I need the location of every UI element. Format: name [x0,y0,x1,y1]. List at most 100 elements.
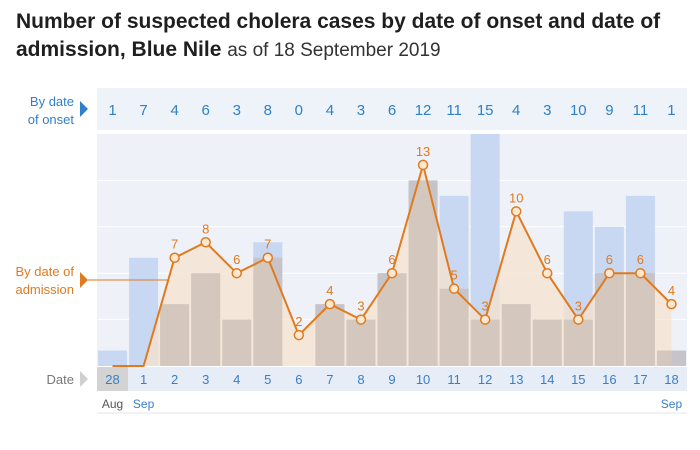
onset-value-label: 6 [388,102,396,119]
admission-point [479,314,491,325]
admission-value-label: 8 [202,221,209,236]
chart-title: Number of suspected cholera cases by dat… [16,8,686,65]
admission-value-label: 3 [482,299,489,314]
date-tick-label: 3 [202,372,209,387]
admission-row-label-line2: admission [15,282,74,297]
onset-value-label: 11 [633,102,649,119]
onset-value-label: 12 [415,102,432,119]
onset-value-label: 9 [605,102,613,119]
date-tick-label: 18 [664,372,678,387]
admission-overlap-bar [346,319,376,366]
admission-point [448,283,460,294]
month-label: Aug [102,397,123,411]
admission-overlap-bar [191,273,221,366]
onset-arrow-icon [80,101,88,117]
date-tick-label: 2 [171,372,178,387]
onset-value-label: 3 [543,102,551,119]
onset-value-label: 4 [512,102,520,119]
date-tick-label: 11 [447,372,461,387]
date-row-band [97,367,687,391]
admission-point [635,267,646,279]
onset-value-label: 11 [446,102,462,119]
admission-value-label: 4 [326,283,333,298]
onset-value-label: 6 [202,102,210,119]
date-tick-label: 5 [264,372,271,387]
date-tick-label: 12 [478,372,492,387]
admission-point [542,267,553,279]
month-label: Sep [661,397,683,411]
onset-value-label: 8 [264,102,272,119]
admission-point [231,267,242,279]
admission-value-label: 6 [544,252,551,267]
admission-point [169,252,180,263]
admission-overlap-bar [501,304,531,366]
admission-point [604,267,615,279]
date-tick-label: 8 [357,372,364,387]
date-row-label: Date [47,372,74,387]
admission-value-label: 3 [357,299,364,314]
admission-overlap-bar [160,304,190,366]
onset-value-label: 10 [570,102,587,119]
title-main: Number of suspected cholera cases by dat… [16,10,661,61]
onset-row-label-line2: of onset [28,112,75,127]
onset-value-label: 4 [326,102,334,119]
admission-point [200,237,211,248]
admission-value-label: 3 [575,299,582,314]
date-tick-label: 9 [388,372,395,387]
admission-point [417,159,429,171]
admission-point [262,252,274,263]
title-sub: as of 18 September 2019 [227,40,441,61]
admission-overlap-bar [439,288,469,366]
admission-value-label: 6 [233,252,240,267]
first-date-highlight [97,367,128,391]
date-tick-label: 17 [633,372,647,387]
onset-value-label: 4 [170,102,178,119]
month-label: Sep [133,397,155,411]
date-tick-label: 15 [571,372,585,387]
date-arrow-icon [80,371,88,387]
onset-value-label: 1 [108,102,116,119]
admission-area [112,164,672,366]
admission-value-label: 13 [416,144,430,159]
admission-overlap-bar [408,180,438,366]
admission-overlap-bar [656,350,686,366]
admission-value-label: 6 [606,252,613,267]
admission-point [573,314,584,325]
onset-row-label-line1: By date [30,94,74,109]
admission-point [355,314,367,325]
date-tick-label: 4 [233,372,240,387]
admission-overlap-bar [470,319,500,366]
onset-value-label: 3 [357,102,365,119]
onset-value-label: 1 [667,102,675,119]
admission-value-label: 6 [637,252,644,267]
date-tick-label: 28 [105,372,119,387]
admission-point [666,298,677,310]
admission-point [293,329,305,341]
admission-overlap-bar [222,319,252,366]
admission-point [510,206,522,217]
onset-value-label: 3 [233,102,241,119]
date-tick-label: 7 [326,372,333,387]
admission-value-label: 7 [171,237,178,252]
admission-overlap-bar [532,319,562,366]
onset-value-label: 7 [139,102,147,119]
date-tick-label: 1 [140,372,147,387]
date-tick-label: 6 [295,372,302,387]
onset-header-band [97,88,687,130]
admission-value-label: 4 [668,283,675,298]
admission-value-label: 10 [509,190,523,205]
admission-arrow-icon [80,272,88,288]
admission-row-label-line1: By date of [15,264,74,279]
admission-overlap-bar [625,273,655,366]
date-tick-label: 10 [416,372,430,387]
admission-value-label: 5 [450,268,457,283]
onset-bar [98,350,128,366]
admission-point [324,298,336,310]
admission-point [386,267,398,279]
admission-value-label: 6 [388,252,395,267]
admission-value-label: 2 [295,314,302,329]
onset-value-label: 15 [477,102,494,119]
date-tick-label: 16 [602,372,616,387]
date-tick-label: 14 [540,372,554,387]
